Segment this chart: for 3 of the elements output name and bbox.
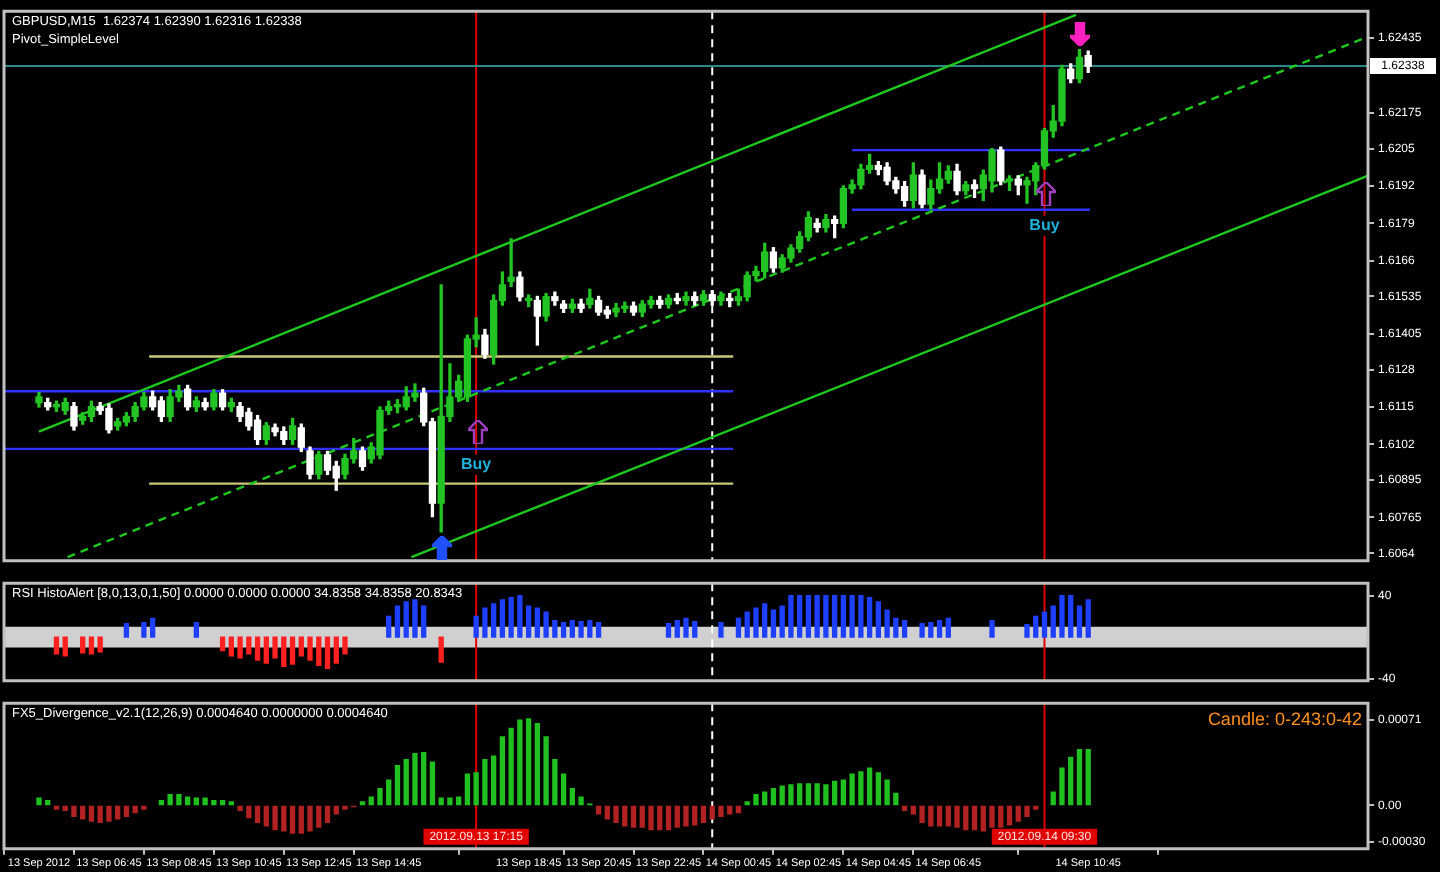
annotation: Buy	[461, 455, 493, 474]
annotation: Candle: 0-243:0-42	[1207, 709, 1362, 730]
annotation: Buy	[1029, 216, 1061, 235]
